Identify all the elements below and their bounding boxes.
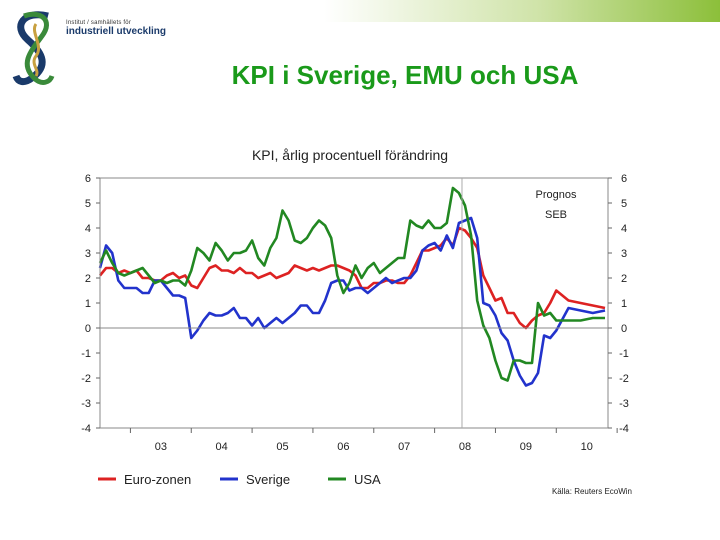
forecast-annotation: Prognos SEB bbox=[536, 189, 577, 221]
y-tick-label-right: -2 bbox=[619, 373, 629, 385]
logo-emblem-icon bbox=[12, 11, 55, 86]
x-tick-label: 03 bbox=[155, 441, 167, 453]
y-tick-label-left: 3 bbox=[85, 248, 91, 260]
y-tick-label-right: -4 bbox=[619, 423, 629, 435]
annotation-line-2: SEB bbox=[545, 209, 567, 221]
y-tick-label-left: 5 bbox=[85, 198, 91, 210]
header-gradient-band bbox=[0, 0, 720, 22]
y-tick-label-right: 5 bbox=[621, 198, 627, 210]
y-tick-label-right: 3 bbox=[621, 248, 627, 260]
y-tick-label-right: 2 bbox=[621, 273, 627, 285]
x-tick-label: 04 bbox=[216, 441, 228, 453]
series-line-euro-zonen bbox=[98, 226, 606, 330]
y-tick-label-left: -2 bbox=[81, 373, 91, 385]
series-line-sverige bbox=[98, 216, 606, 387]
y-tick-label-left: 1 bbox=[85, 298, 91, 310]
y-tick-label-left: 6 bbox=[85, 173, 91, 185]
series-line-usa bbox=[98, 186, 605, 382]
y-tick-label-right: 1 bbox=[621, 298, 627, 310]
legend-label: Sverige bbox=[246, 472, 290, 487]
chart-legend: Euro-zonen Sverige USA bbox=[98, 472, 381, 487]
x-tick-label: 07 bbox=[398, 441, 410, 453]
legend-label: USA bbox=[354, 472, 381, 487]
x-tick-label: 05 bbox=[276, 441, 288, 453]
y-tick-label-left: -3 bbox=[81, 398, 91, 410]
y-tick-label-right: 4 bbox=[621, 223, 627, 235]
y-tick-label-left: 0 bbox=[85, 323, 91, 335]
annotation-line-1: Prognos bbox=[536, 189, 577, 201]
logo-small-text: Institut / samhällets för bbox=[66, 20, 132, 26]
y-tick-label-left: -4 bbox=[81, 423, 91, 435]
y-tick-label-left: 2 bbox=[85, 273, 91, 285]
chart-title: KPI, årlig procentuell förändring bbox=[252, 147, 448, 163]
iui-logo: Institut / samhällets för industriell ut… bbox=[10, 6, 170, 96]
y-tick-label-left: 4 bbox=[85, 223, 91, 235]
y-tick-label-right: 6 bbox=[621, 173, 627, 185]
slide-title: KPI i Sverige, EMU och USA bbox=[231, 60, 579, 90]
x-tick-label: 06 bbox=[337, 441, 349, 453]
x-tick-label: 09 bbox=[520, 441, 532, 453]
logo-title-text: industriell utveckling bbox=[66, 26, 167, 37]
chart-source: Källa: Reuters EcoWin bbox=[552, 487, 632, 496]
x-tick-label: 08 bbox=[459, 441, 471, 453]
y-tick-label-left: -1 bbox=[81, 348, 91, 360]
plot-frame bbox=[99, 177, 609, 429]
y-tick-label-right: 0 bbox=[621, 323, 627, 335]
cpi-line-chart: KPI, årlig procentuell förändring 6 6 5 5 4 4… bbox=[81, 147, 632, 496]
y-tick-label-right: -1 bbox=[619, 348, 629, 360]
x-tick-label: 10 bbox=[581, 441, 593, 453]
y-tick-label-right: -3 bbox=[619, 398, 629, 410]
legend-label: Euro-zonen bbox=[124, 472, 191, 487]
